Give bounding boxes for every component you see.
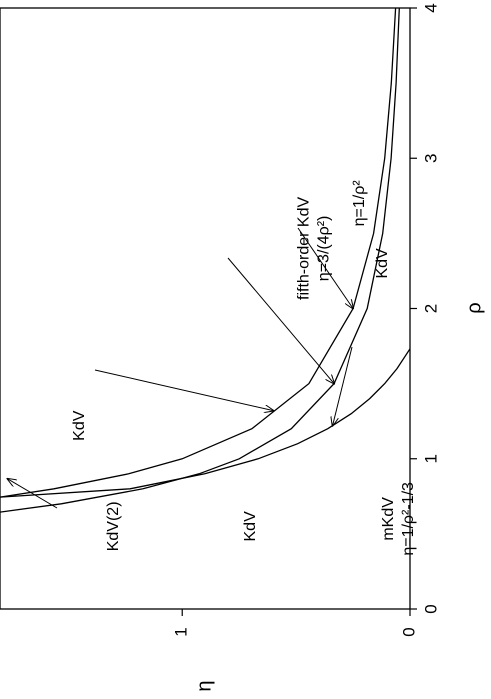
y-tick-label: 0 <box>399 627 418 636</box>
x-tick-label: 3 <box>421 154 440 163</box>
arrow-kdv-upper <box>94 369 273 411</box>
labels: KdV KdV KdV KdV(2) mKdV η=1/ρ²-1/3 fifth-order… <box>71 180 417 556</box>
annotation-label-1: KdV <box>242 511 259 542</box>
arrow-fifth-order <box>227 257 334 384</box>
annotation-label-6: η=3/(4ρ²) <box>316 216 333 282</box>
annotation-label-5: mKdV <box>380 497 397 541</box>
y-tick-label: 1 <box>172 627 191 636</box>
series-curve-2 <box>0 8 400 513</box>
series-curve-1 <box>0 348 410 498</box>
x-tick-label: 2 <box>421 304 440 313</box>
arrows <box>8 227 354 509</box>
annotation-label-4: KdV(2) <box>105 501 122 551</box>
annotation-label-7: η=1/ρ² <box>351 180 368 227</box>
x-tick-label: 0 <box>421 604 440 613</box>
annotation-label-3: KdV <box>71 410 88 441</box>
arrow-inv-rho2 <box>297 227 353 309</box>
annotation-label-5: η=1/ρ²-1/3 <box>400 482 417 556</box>
annotation-label-6: fifth-order KdV <box>296 196 313 299</box>
y-axis-label: η <box>193 680 215 691</box>
plot-frame <box>0 7 411 610</box>
series-curve-3 <box>0 8 397 498</box>
curves <box>0 8 410 513</box>
axes: 0 1 2 3 4 ρ 0 1 η <box>172 3 486 691</box>
arrow-mkdv <box>333 346 353 426</box>
x-tick-label: 4 <box>421 3 440 12</box>
annotation-label-2: KdV <box>374 248 391 279</box>
x-tick-label: 1 <box>421 454 440 463</box>
x-axis-label: ρ <box>463 302 485 313</box>
arrow-kdv2 <box>8 479 58 509</box>
